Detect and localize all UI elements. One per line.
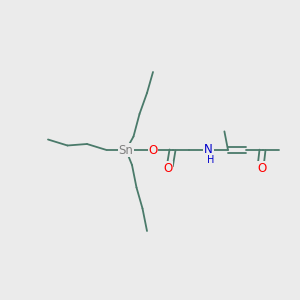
- Text: Sn: Sn: [118, 143, 134, 157]
- Text: O: O: [148, 143, 158, 157]
- Text: O: O: [164, 161, 172, 175]
- Text: H: H: [207, 155, 214, 165]
- Text: O: O: [257, 161, 266, 175]
- Text: N: N: [204, 143, 213, 156]
